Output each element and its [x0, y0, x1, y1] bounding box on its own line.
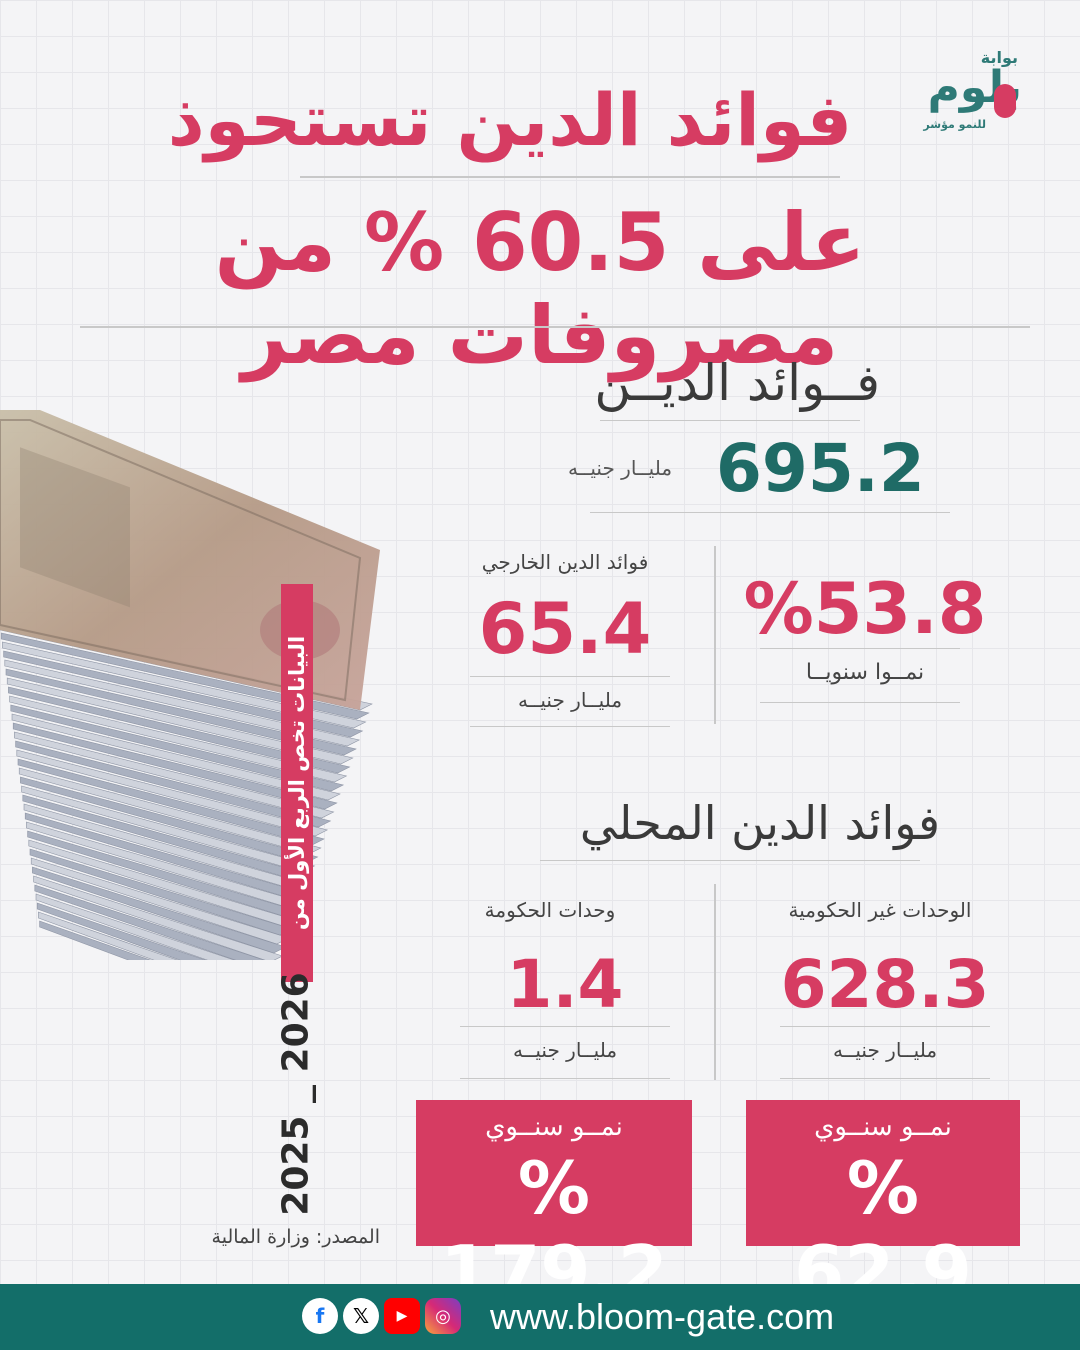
x-icon[interactable]: 𝕏: [343, 1298, 379, 1334]
annual-growth-label: نمــوا سنويــا: [805, 660, 925, 685]
instagram-icon[interactable]: ◎: [425, 1298, 461, 1334]
headline-line-1: فوائد الدين تستحوذ: [167, 78, 853, 162]
column-divider: [714, 884, 716, 1080]
gov-units-unit: مليــار جنيــه: [512, 1038, 618, 1062]
divider: [540, 860, 920, 861]
divider: [460, 1026, 670, 1027]
debt-interest-title: فــوائد الديــن: [594, 354, 880, 412]
divider: [780, 1026, 990, 1027]
title-divider: [300, 176, 840, 178]
microphone-icon: [994, 84, 1016, 118]
data-period-years-box: 2025 _ 2026: [275, 972, 317, 1215]
divider: [470, 676, 670, 677]
facebook-icon[interactable]: f: [302, 1298, 338, 1334]
external-debt-unit: مليــار جنيــه: [517, 688, 623, 712]
gov-growth-box: نمــو سنــوي % 179.2: [416, 1100, 692, 1314]
logo-sub-text: للنمو مؤشر: [923, 118, 986, 131]
local-debt-title: فوائد الدين المحلي: [579, 796, 940, 850]
divider: [460, 1078, 670, 1079]
youtube-icon[interactable]: ▶: [384, 1298, 420, 1334]
data-period-years: 2025 _ 2026: [275, 972, 317, 1216]
nongov-units-label: الوحدات غير الحكومية: [788, 898, 972, 922]
divider: [590, 512, 950, 513]
external-debt-value: 65.4: [478, 588, 652, 670]
nongov-units-value: 628.3: [780, 946, 990, 1023]
debt-interest-total-value: 695.2: [716, 430, 925, 507]
data-period-note: البيانات تخص الربع الأول من: [285, 635, 309, 931]
divider: [780, 1078, 990, 1079]
footer-bar: f 𝕏 ▶ ◎ www.bloom-gate.com: [0, 1284, 1080, 1350]
divider: [600, 420, 860, 421]
source-note: المصدر: وزارة المالية: [211, 1226, 380, 1248]
banknote-stack-illustration: [0, 410, 380, 960]
gov-units-label: وحدات الحكومة: [484, 898, 616, 922]
nongov-units-unit: مليــار جنيــه: [832, 1038, 938, 1062]
section-divider: [80, 326, 1030, 328]
website-link[interactable]: www.bloom-gate.com: [490, 1296, 835, 1337]
divider: [760, 702, 960, 703]
divider: [470, 726, 670, 727]
annual-growth-value: %53.8: [743, 568, 987, 650]
external-debt-label: فوائد الدين الخارجي: [481, 550, 649, 574]
divider: [760, 648, 960, 649]
nongov-growth-label: نمــو سنــوي: [814, 1112, 952, 1142]
gov-growth-label: نمــو سنــوي: [485, 1112, 623, 1142]
brand-logo: بوابة بلوم للنمو مؤشر: [880, 40, 1030, 140]
debt-interest-total-unit: مليــار جنيــه: [567, 456, 673, 480]
column-divider: [714, 546, 716, 724]
logo-top-text: بوابة: [980, 48, 1018, 67]
nongov-growth-value: % 62.9: [794, 1146, 972, 1314]
nongov-growth-box: نمــو سنــوي % 62.9: [746, 1100, 1020, 1314]
data-period-bar: البيانات تخص الربع الأول من: [281, 584, 313, 982]
headline-line-2: على 60.5 % من مصروفات مصر: [214, 196, 866, 382]
gov-units-value: 1.4: [506, 946, 624, 1023]
